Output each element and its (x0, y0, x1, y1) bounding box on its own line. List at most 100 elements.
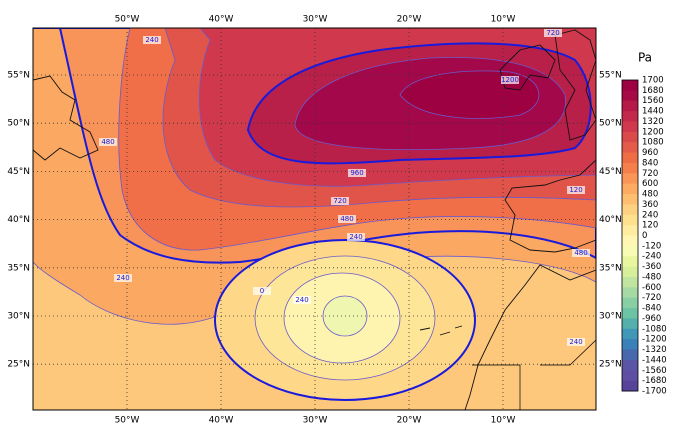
colorbar-label: 480 (642, 190, 658, 200)
lon-label: 40°W (209, 416, 234, 426)
contour-label: 720 (333, 197, 346, 205)
colorbar-label: -120 (642, 241, 661, 251)
lat-label: 55°N (599, 71, 622, 81)
map-frame (32, 27, 597, 411)
borders (472, 339, 596, 410)
contour-label: 0 (260, 287, 264, 295)
lat-label: 25°N (7, 360, 30, 370)
lat-label: 50°N (599, 119, 622, 129)
contour-label: 1200 (501, 76, 519, 84)
contour-label: 480 (101, 138, 114, 146)
colorbar-label: -960 (642, 314, 661, 324)
contour-label-bg (114, 274, 132, 282)
contour-label-bg (143, 36, 161, 44)
contour-label: 720 (546, 29, 559, 37)
lat-label: 25°N (599, 360, 622, 370)
colorbar-segment (622, 370, 638, 382)
colorbar-label: -1200 (642, 335, 667, 345)
colorbar-label: 120 (642, 221, 658, 231)
lat-label: 45°N (7, 167, 30, 177)
colorbar-label: -1680 (642, 376, 667, 386)
colorbar-segment (622, 245, 638, 257)
colorbar-segment (622, 90, 638, 102)
colorbar-label: -1440 (642, 355, 667, 365)
lat-label: 35°N (599, 263, 622, 273)
contour-label-bg (253, 287, 271, 295)
colorbar-label: 600 (642, 179, 658, 189)
colorbar-label: 0 (642, 231, 647, 241)
lat-label: 35°N (7, 263, 30, 273)
contour-label: 480 (574, 249, 587, 257)
colorbar-label: 840 (642, 158, 658, 168)
lat-label: 45°N (599, 167, 622, 177)
colorbar-label: -240 (642, 252, 661, 262)
contour-label: 240 (349, 233, 362, 241)
lon-label: 30°W (303, 15, 328, 25)
colorbar-label: -1560 (642, 366, 667, 376)
lon-label: 30°W (303, 416, 328, 426)
colorbar-segment (622, 308, 638, 319)
colorbar-segment (622, 349, 638, 361)
colorbar-segment (622, 235, 638, 247)
colorbar-label: 1700 (642, 76, 664, 86)
contour-label-bg (347, 233, 365, 241)
colorbar-label: -1700 (642, 387, 667, 397)
colorbar-label: -1320 (642, 345, 667, 355)
field (33, 28, 596, 410)
lon-label: 50°W (115, 416, 140, 426)
lat-label: 40°N (599, 215, 622, 225)
colorbar-label: -360 (642, 262, 661, 272)
colorbar-label: -480 (642, 272, 661, 282)
colorbar-label: 240 (642, 210, 658, 220)
lat-label: 50°N (7, 119, 30, 129)
contour-label-bg (331, 197, 349, 205)
lon-label: 20°W (397, 15, 422, 25)
colorbar-segment (622, 142, 638, 154)
colorbar-segment (622, 214, 638, 226)
colorbar-label: 1680 (642, 86, 664, 96)
lat-label: 30°N (7, 312, 30, 322)
lon-label: 20°W (397, 416, 422, 426)
colorbar-segment (622, 256, 638, 268)
colorbar-label: -840 (642, 304, 661, 314)
colorbar-label: 1440 (642, 107, 664, 117)
lat-label: 55°N (7, 71, 30, 81)
contour-label-bg (567, 186, 585, 194)
colorbar-segment (622, 121, 638, 133)
lon-label: 50°W (115, 15, 140, 25)
colorbar-segment (622, 111, 638, 122)
contour-label-bg (338, 215, 356, 223)
colorbar-label: -1080 (642, 324, 667, 334)
colorbar-label: 1560 (642, 96, 664, 106)
lat-label: 30°N (599, 312, 622, 322)
contour-label-bg (567, 338, 585, 346)
contour-label-bg (501, 76, 519, 84)
colorbar-segment (622, 183, 638, 195)
colorbar-segment (622, 152, 638, 164)
contour-label: 240 (145, 36, 158, 44)
contour-label: 240 (295, 296, 308, 304)
contour-label-bg (293, 296, 311, 304)
colorbar-segment (622, 339, 638, 351)
contour-label: 960 (350, 169, 363, 177)
colorbar-segment (622, 194, 638, 205)
colorbar-segment (622, 266, 638, 278)
contour-label-bg (544, 29, 562, 37)
contour-label-bg (99, 138, 117, 146)
colorbar-segment (622, 100, 638, 112)
colorbar-unit: Pa (638, 51, 652, 65)
colorbar-segment (622, 318, 638, 330)
colorbar-segment (622, 131, 638, 143)
coastlines (33, 29, 596, 410)
colorbar-label: -600 (642, 283, 661, 293)
lon-label: 40°W (209, 15, 234, 25)
colorbar-frame (621, 79, 639, 392)
colorbar-segment (622, 225, 638, 236)
colorbar-segment (622, 359, 638, 371)
colorbar-segment (622, 204, 638, 216)
colorbar-label: -720 (642, 293, 661, 303)
colorbar-segment (622, 162, 638, 174)
lon-label: 10°W (491, 15, 516, 25)
colorbar-segment (622, 297, 638, 309)
